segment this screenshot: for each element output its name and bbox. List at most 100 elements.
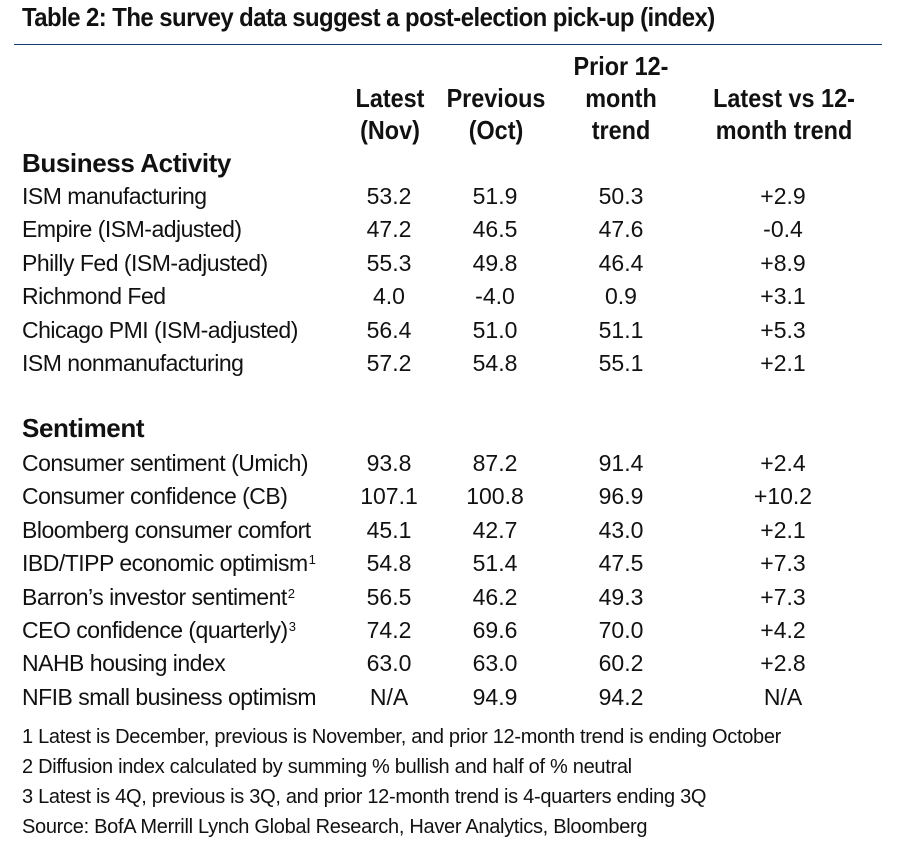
cell-vs: +7.3: [760, 583, 806, 610]
cell-latest: 47.2: [366, 216, 412, 243]
footnote-marker: 3: [288, 619, 296, 634]
row-label-text: Consumer sentiment (Umich): [22, 450, 309, 476]
row-label-text: Barron’s investor sentiment: [22, 583, 287, 610]
cell-previous: 94.9: [472, 683, 518, 710]
table-row: Barron’s investor sentiment2 56.5 46.2 49.3…: [0, 584, 902, 617]
header-prior-line2: month: [585, 83, 657, 113]
cell-latest: 107.1: [360, 483, 418, 510]
cell-vs: +2.8: [760, 650, 806, 677]
row-label-text: IBD/TIPP economic optimism: [22, 550, 308, 577]
cell-latest: 56.5: [366, 583, 412, 610]
row-label-text: ISM nonmanufacturing: [22, 350, 244, 376]
table-row: Consumer confidence (CB) 107.1 100.8 96.9 +1…: [0, 483, 902, 516]
cell-prior: 0.9: [605, 283, 637, 310]
row-label: Barron’s investor sentiment2: [22, 584, 295, 611]
cell-prior: 46.4: [598, 249, 644, 276]
table-row: NFIB small business optimism N/A 94.9 94.2 N…: [0, 684, 902, 717]
footnote-2: 2 Diffusion index calculated by summing …: [22, 756, 632, 778]
cell-previous: 54.8: [472, 350, 518, 376]
cell-prior: 60.2: [598, 650, 644, 677]
row-label: Philly Fed (ISM-adjusted): [22, 250, 268, 277]
row-label: Bloomberg consumer comfort: [22, 517, 311, 544]
cell-latest: 55.3: [366, 249, 412, 276]
cell-vs: -0.4: [763, 216, 803, 243]
table-row: Richmond Fed 4.0 -4.0 0.9 +3.1: [0, 283, 902, 316]
cell-prior: 47.5: [598, 550, 644, 577]
row-label: Richmond Fed: [22, 283, 166, 310]
cell-vs: +4.2: [760, 617, 806, 643]
source-note: Source: BofA Merrill Lynch Global Resear…: [22, 816, 648, 838]
cell-latest: 63.0: [366, 650, 412, 677]
row-label: Empire (ISM-adjusted): [22, 216, 242, 243]
cell-latest: 53.2: [366, 183, 412, 209]
cell-prior: 91.4: [598, 450, 644, 476]
cell-vs: +2.1: [760, 350, 806, 376]
cell-vs: +2.9: [760, 183, 806, 209]
header-prior-line1: Prior 12-: [573, 51, 669, 81]
row-label: IBD/TIPP economic optimism1: [22, 550, 316, 577]
cell-previous: 46.5: [472, 216, 518, 243]
row-label-text: CEO confidence (quarterly): [22, 617, 288, 643]
table-row: ISM nonmanufacturing 57.2 54.8 55.1 +2.1: [0, 350, 902, 383]
cell-previous: 51.4: [472, 550, 518, 577]
row-label-text: NFIB small business optimism: [22, 683, 317, 710]
cell-latest: 74.2: [366, 617, 412, 643]
row-label-text: NAHB housing index: [22, 650, 226, 677]
cell-prior: 51.1: [598, 316, 644, 343]
cell-latest: 45.1: [366, 516, 412, 543]
cell-previous: 63.0: [472, 650, 518, 677]
cell-prior: 70.0: [598, 617, 644, 643]
cell-latest: 54.8: [366, 550, 412, 577]
cell-latest: 4.0: [373, 283, 405, 310]
header-prior-trend: Prior 12- month trend: [563, 50, 680, 146]
table-row: CEO confidence (quarterly)3 74.2 69.6 70.0 +…: [0, 617, 902, 650]
cell-vs: +5.3: [760, 316, 806, 343]
cell-previous: -4.0: [475, 283, 515, 310]
cell-prior: 43.0: [598, 516, 644, 543]
table-row: NAHB housing index 63.0 63.0 60.2 +2.8: [0, 650, 902, 683]
cell-vs: N/A: [763, 683, 803, 710]
row-label-text: Bloomberg consumer comfort: [22, 516, 311, 543]
row-label: NAHB housing index: [22, 650, 226, 677]
footnote-3: 3 Latest is 4Q, previous is 3Q, and prio…: [22, 786, 707, 808]
section-heading: Business Activity: [22, 148, 231, 178]
table-row: Philly Fed (ISM-adjusted) 55.3 49.8 46.4 +8.…: [0, 250, 902, 283]
title-divider: [14, 44, 882, 45]
cell-prior: 50.3: [598, 183, 644, 209]
cell-prior: 96.9: [598, 483, 644, 510]
header-vs-line1: Latest vs 12-: [713, 83, 855, 113]
cell-vs: +7.3: [760, 550, 806, 577]
cell-previous: 51.0: [472, 316, 518, 343]
cell-previous: 49.8: [472, 249, 518, 276]
cell-previous: 46.2: [472, 583, 518, 610]
cell-previous: 69.6: [472, 617, 518, 643]
header-vs-line2: month trend: [715, 115, 853, 145]
header-prior-line3: trend: [591, 115, 651, 145]
cell-vs: +8.9: [760, 249, 806, 276]
row-label: NFIB small business optimism: [22, 683, 317, 711]
cell-prior: 47.6: [598, 216, 644, 243]
cell-latest: 57.2: [366, 350, 412, 376]
row-label: ISM manufacturing: [22, 183, 207, 210]
header-latest-vs-trend: Latest vs 12- month trend: [702, 82, 866, 146]
row-label-text: Richmond Fed: [22, 283, 166, 310]
cell-prior: 94.2: [598, 683, 644, 710]
cell-vs: +10.2: [753, 483, 813, 510]
table-row: ISM manufacturing 53.2 51.9 50.3 +2.9: [0, 183, 902, 216]
header-latest: Latest (Nov): [350, 82, 431, 146]
cell-latest: 93.8: [366, 450, 412, 476]
row-label: Chicago PMI (ISM-adjusted): [22, 317, 298, 344]
cell-previous: 51.9: [472, 183, 518, 209]
row-label: Consumer sentiment (Umich): [22, 450, 309, 477]
table-row: IBD/TIPP economic optimism1 54.8 51.4 47.5 +…: [0, 550, 902, 583]
table-row: Bloomberg consumer comfort 45.1 42.7 43.0 +2…: [0, 517, 902, 550]
cell-vs: +2.4: [760, 450, 806, 476]
row-label: ISM nonmanufacturing: [22, 350, 244, 377]
cell-previous: 42.7: [472, 516, 518, 543]
row-label-text: Chicago PMI (ISM-adjusted): [22, 316, 298, 343]
footnote-marker: 2: [287, 585, 295, 601]
row-label-text: Philly Fed (ISM-adjusted): [22, 249, 268, 276]
row-label-text: Empire (ISM-adjusted): [22, 216, 242, 243]
section-heading: Sentiment: [22, 413, 145, 443]
cell-prior: 49.3: [598, 583, 644, 610]
